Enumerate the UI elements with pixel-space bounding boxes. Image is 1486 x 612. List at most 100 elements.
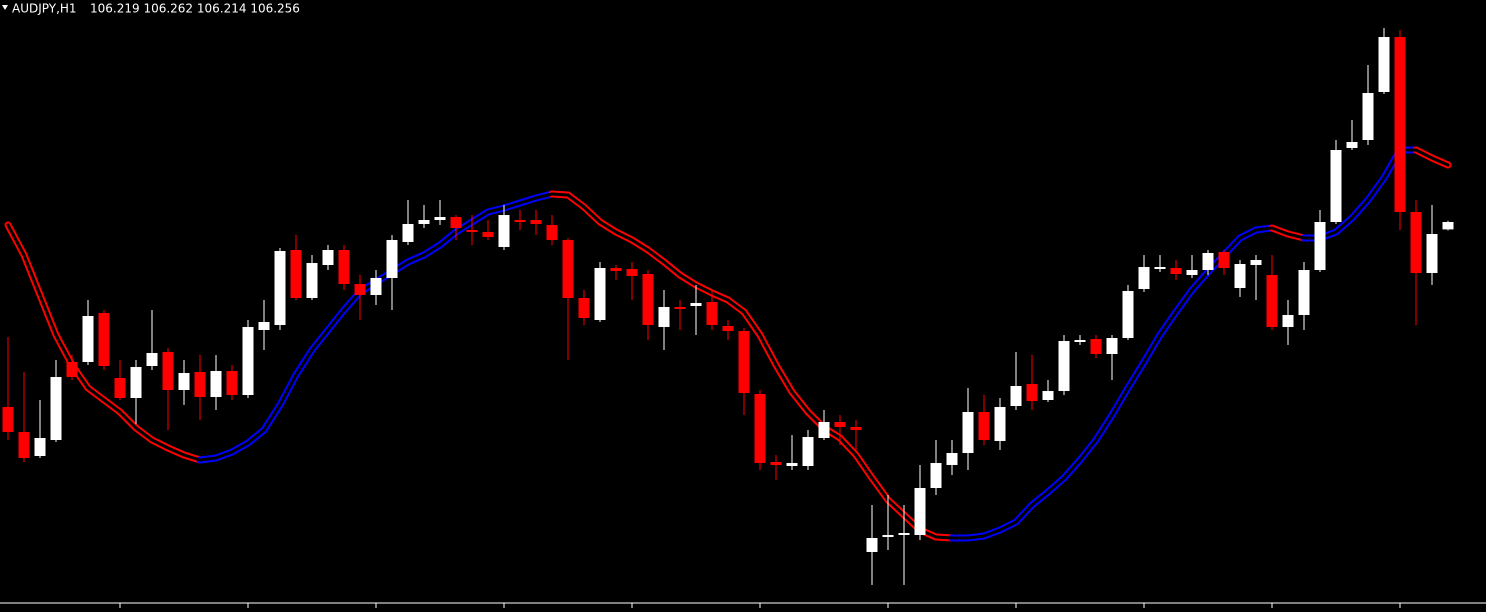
- ma-gap: [566, 193, 586, 209]
- candle-body: [370, 278, 382, 295]
- candle-body: [274, 251, 286, 325]
- ma-gap: [1430, 156, 1450, 167]
- ma-gap: [1158, 310, 1178, 337]
- candle-body: [290, 250, 302, 298]
- candle-body: [18, 432, 30, 458]
- ma-gap: [694, 283, 714, 295]
- candle-body: [162, 352, 174, 390]
- ma-gap: [1190, 270, 1210, 292]
- quote: 106.219 106.262 106.214 106.256: [90, 2, 300, 16]
- ma-gap: [886, 498, 906, 517]
- ma-gap: [870, 476, 890, 502]
- candle-body: [1362, 93, 1374, 140]
- ma-gap: [278, 373, 298, 407]
- ma-gap: [1270, 226, 1290, 236]
- ma-gap: [454, 220, 474, 234]
- ma-gap: [502, 201, 522, 210]
- ma-gap: [1350, 198, 1370, 220]
- candle-body: [1250, 260, 1262, 265]
- candle-body: [434, 217, 446, 220]
- candle-body: [1234, 264, 1246, 288]
- ma-gap: [774, 363, 794, 394]
- ma-gap: [470, 210, 490, 224]
- candle-body: [242, 327, 254, 395]
- ma-gap: [1062, 458, 1082, 480]
- ma-gap: [182, 453, 202, 462]
- ma-gap: [646, 248, 666, 264]
- ma-gap: [534, 192, 554, 200]
- candle-body: [82, 316, 94, 362]
- candle-body: [226, 371, 238, 395]
- ma-gap: [310, 328, 330, 352]
- ma-gap: [38, 293, 58, 337]
- ma-gap: [630, 238, 650, 252]
- ma-gap: [54, 333, 74, 367]
- candle-body: [914, 488, 926, 535]
- candle-body: [770, 462, 782, 465]
- candle-body: [562, 240, 574, 298]
- ma-gap: [678, 273, 698, 287]
- candle-body: [498, 215, 510, 247]
- candle-body: [1138, 267, 1150, 289]
- candle-body: [978, 412, 990, 440]
- candle-body: [354, 284, 366, 295]
- candle-body: [210, 371, 222, 397]
- ma-gap: [1126, 360, 1146, 390]
- ma-gap: [726, 298, 746, 314]
- candle-body: [994, 407, 1006, 441]
- candle-body: [322, 250, 334, 265]
- candle-body: [946, 453, 958, 465]
- candle-body: [98, 313, 110, 366]
- ma-gap: [1014, 503, 1034, 524]
- candle-body: [546, 225, 558, 240]
- ma-gap: [518, 196, 538, 205]
- candle-body: [402, 224, 414, 242]
- candle-body: [1394, 37, 1406, 212]
- candle-body: [466, 230, 478, 232]
- ma-gap: [230, 441, 250, 454]
- candle-body: [386, 240, 398, 278]
- candle-body: [642, 274, 654, 325]
- candle-body: [1122, 291, 1134, 338]
- candle-body: [50, 377, 62, 440]
- candle-body: [658, 307, 670, 327]
- ma-gap: [294, 348, 314, 377]
- candle-body: [530, 220, 542, 224]
- candle-body: [1186, 270, 1198, 275]
- ma-gap: [838, 436, 858, 457]
- candle-body: [1042, 391, 1054, 400]
- ma-gap: [1078, 438, 1098, 462]
- ma-gap: [246, 428, 266, 445]
- candle-body: [690, 303, 702, 306]
- candle-body: [34, 438, 46, 456]
- candle-body: [1298, 270, 1310, 315]
- ma-gap: [102, 398, 122, 414]
- candle-body: [962, 412, 974, 453]
- ma-gap: [598, 220, 618, 234]
- candle-body: [738, 331, 750, 393]
- candle-body: [450, 217, 462, 228]
- ma-gap: [1334, 216, 1354, 234]
- ma-gap: [1366, 176, 1386, 202]
- candle-body: [866, 538, 878, 552]
- ma-gap: [710, 291, 730, 302]
- ma-gap: [118, 410, 138, 430]
- ma-gap: [134, 426, 154, 442]
- candle-body: [1154, 267, 1166, 269]
- candle-body: [930, 463, 942, 488]
- ma-gap: [966, 534, 986, 540]
- candle-body: [594, 268, 606, 320]
- ma-gap: [86, 386, 106, 402]
- ma-gap: [486, 206, 506, 214]
- candle-body: [626, 269, 638, 276]
- ma-gap: [1094, 413, 1114, 442]
- ma-gap: [1238, 228, 1258, 240]
- candle-body: [1090, 339, 1102, 354]
- candle-body: [786, 463, 798, 466]
- ma-gap: [1174, 288, 1194, 314]
- ma-gap: [422, 243, 442, 257]
- candle-body: [1058, 341, 1070, 391]
- candle-body: [258, 322, 270, 330]
